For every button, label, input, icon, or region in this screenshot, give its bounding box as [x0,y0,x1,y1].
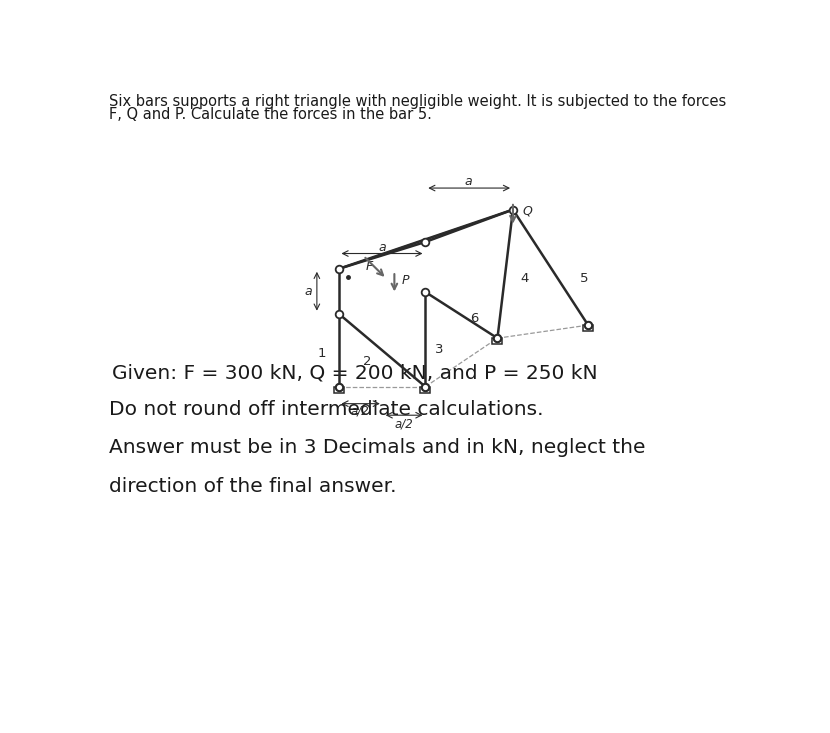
Text: P: P [402,274,409,287]
Text: 2: 2 [363,355,372,368]
Text: 5: 5 [580,273,588,285]
Text: 3: 3 [436,343,444,356]
Polygon shape [339,210,513,269]
Text: Given: F = 300 kN, Q = 200 kN, and P = 250 kN: Given: F = 300 kN, Q = 200 kN, and P = 2… [111,364,597,383]
Bar [334,387,344,393]
Text: a: a [305,284,312,298]
Text: 4: 4 [520,273,529,285]
Text: a: a [465,175,472,188]
Text: a/2: a/2 [394,417,413,430]
Text: Six bars supports a right triangle with negligible weight. It is subjected to th: Six bars supports a right triangle with … [110,94,726,109]
Text: 1: 1 [318,347,326,360]
Bar [583,325,593,331]
Text: Q: Q [522,205,532,218]
Text: Answer must be in 3 Decimals and in kN, neglect the: Answer must be in 3 Decimals and in kN, … [110,438,646,457]
Text: F, Q and P. Calculate the forces in the bar 5.: F, Q and P. Calculate the forces in the … [110,107,432,122]
Text: a/2: a/2 [351,405,369,418]
Text: F: F [365,260,373,273]
Text: Do not round off intermediate calculations.: Do not round off intermediate calculatio… [110,399,544,419]
Bar [420,387,431,393]
Text: a: a [378,241,386,254]
Text: direction of the final answer.: direction of the final answer. [110,476,397,496]
Bar [492,338,502,345]
Text: 6: 6 [471,312,479,325]
